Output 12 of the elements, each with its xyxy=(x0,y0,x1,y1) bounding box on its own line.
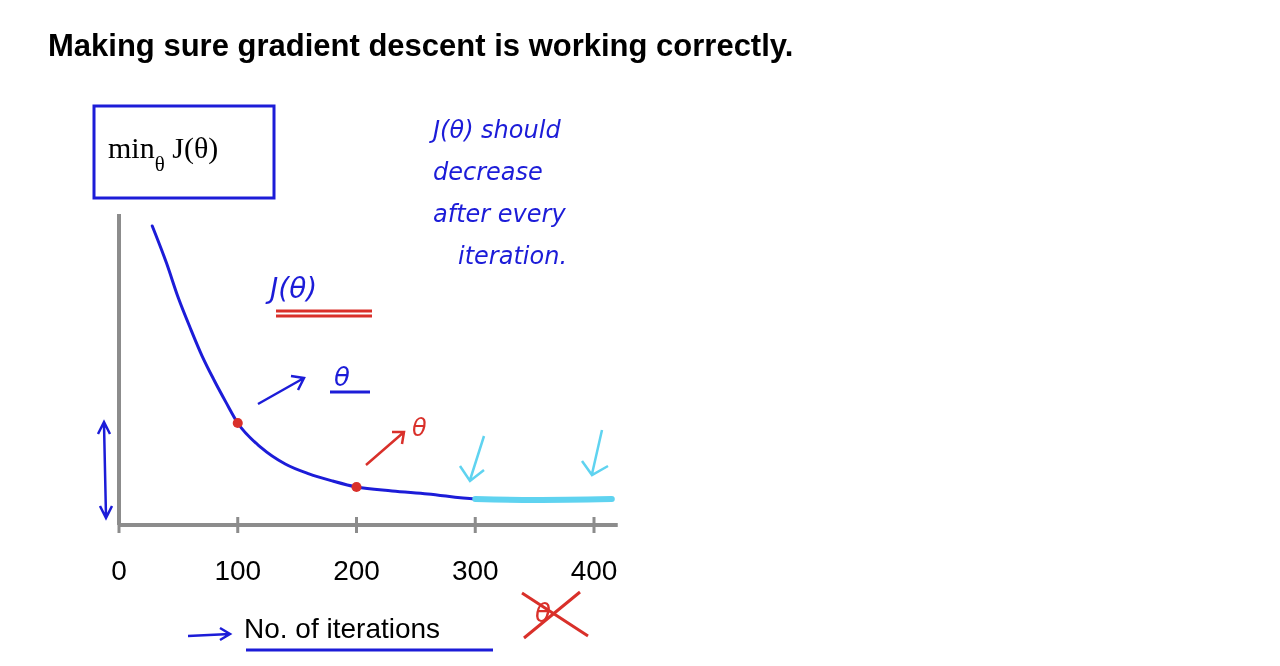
x-tick-label: 300 xyxy=(451,555,499,586)
x-tick-label: 200 xyxy=(333,555,380,586)
annotation: θ xyxy=(412,414,427,442)
annotation: J(θ) should decrease after every iteration. xyxy=(429,116,568,270)
y-axis-title: min$_{θ}$ J(θ) xyxy=(108,131,219,176)
x-tick-label: 0 xyxy=(111,555,127,586)
x-tick-label: 100 xyxy=(214,555,262,586)
annotation: θ xyxy=(334,362,350,392)
chart-title: Making sure gradient descent is working correctly. xyxy=(48,28,794,63)
x-axis-title: No. of iterations xyxy=(244,613,441,644)
x-tick-label: 400 xyxy=(570,555,618,586)
annotation: J(θ) xyxy=(265,272,318,305)
